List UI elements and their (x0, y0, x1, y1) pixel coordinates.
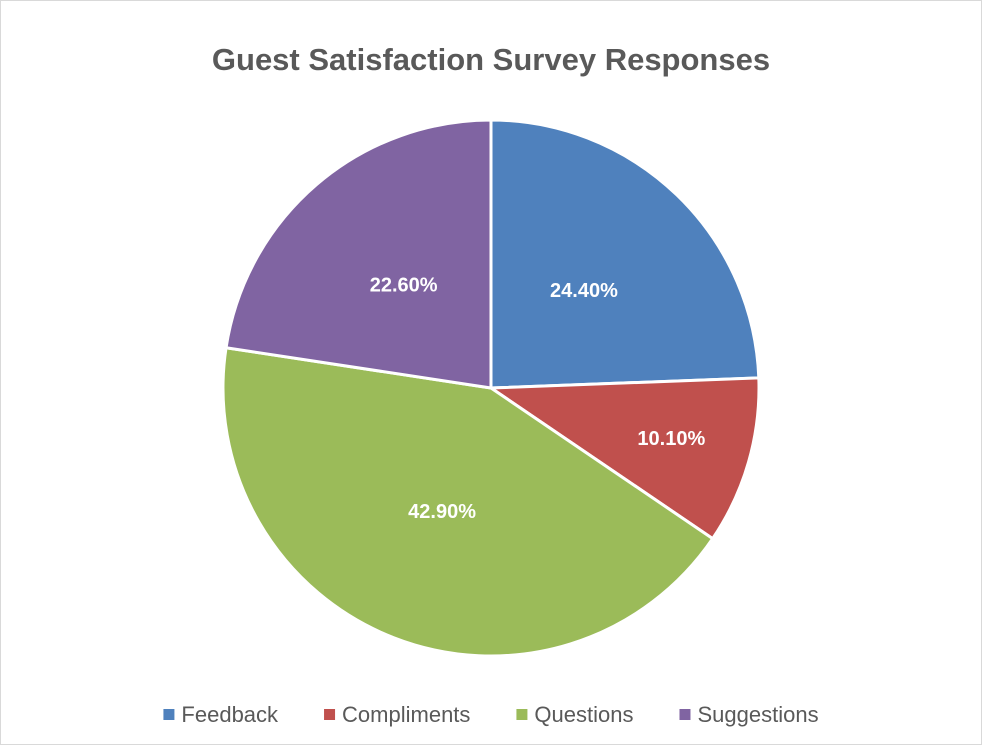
legend-label: Questions (534, 702, 633, 727)
pie-slice (224, 118, 493, 390)
data-label: 10.10% (637, 428, 705, 450)
pie-slice (489, 118, 761, 390)
legend-swatch (679, 709, 691, 720)
chart-title: Guest Satisfaction Survey Responses (212, 42, 770, 77)
data-label: 22.60% (370, 275, 438, 297)
pie-slice (486, 376, 761, 541)
legend-swatch (163, 709, 175, 720)
legend-label: Suggestions (697, 702, 818, 727)
pie-slice (221, 346, 715, 658)
data-label: 42.90% (408, 501, 476, 523)
legend-swatch (324, 709, 336, 720)
legend-label: Feedback (181, 702, 279, 727)
legend-swatch (516, 709, 528, 720)
data-label: 24.40% (550, 280, 618, 302)
legend-label: Compliments (342, 702, 470, 727)
